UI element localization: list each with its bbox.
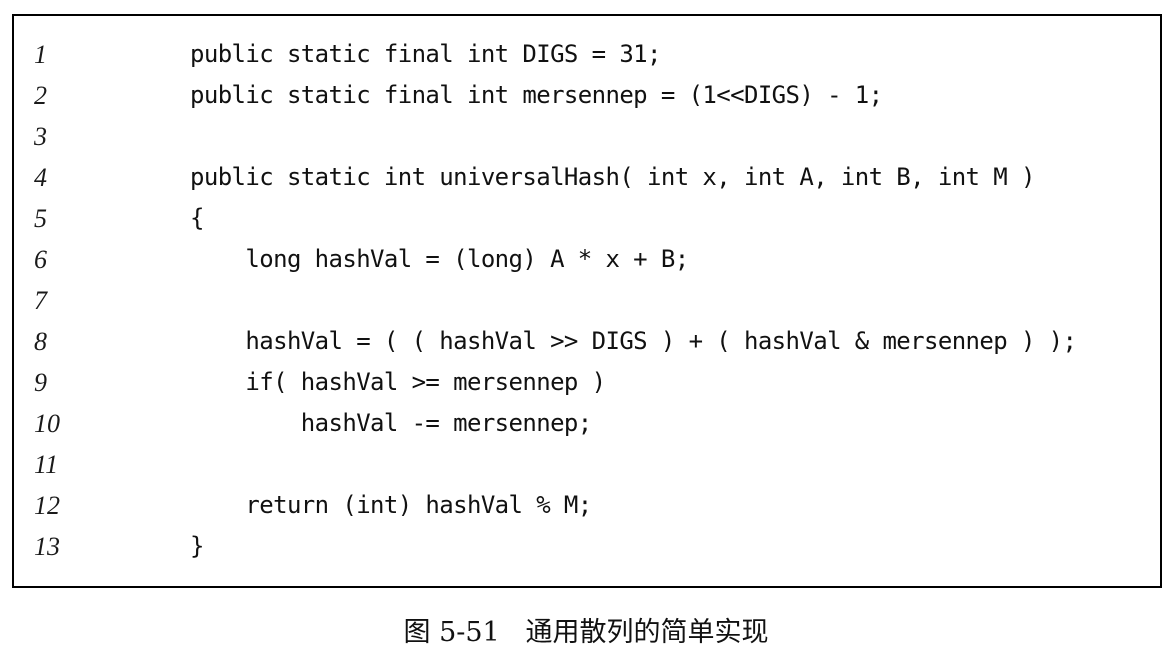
line-number: 12	[34, 491, 60, 520]
code-text: public static int universalHash( int x, …	[190, 163, 1035, 191]
code-line: 7	[14, 280, 1160, 321]
code-line: 8 hashVal = ( ( hashVal >> DIGS ) + ( ha…	[14, 321, 1160, 362]
code-line: 11	[14, 444, 1160, 485]
line-number: 11	[34, 450, 59, 479]
code-text: {	[190, 204, 204, 232]
code-line: 1 public static final int DIGS = 31;	[14, 34, 1160, 75]
line-number: 7	[34, 286, 47, 315]
code-text: return (int) hashVal % M;	[190, 491, 592, 519]
code-line: 5 {	[14, 198, 1160, 239]
code-listing: 1 public static final int DIGS = 31; 2 p…	[12, 14, 1162, 588]
line-number: 10	[34, 409, 60, 438]
code-text: }	[190, 532, 204, 560]
code-text: public static final int mersennep = (1<<…	[190, 81, 883, 109]
code-line: 3	[14, 116, 1160, 157]
code-text: long hashVal = (long) A * x + B;	[190, 245, 689, 273]
code-line: 2 public static final int mersennep = (1…	[14, 75, 1160, 116]
line-number: 2	[34, 81, 47, 110]
line-number: 13	[34, 532, 60, 561]
figure-caption: 图 5-51 通用散列的简单实现	[403, 617, 769, 648]
code-text: hashVal -= mersennep;	[190, 409, 592, 437]
code-line: 9 if( hashVal >= mersennep )	[14, 362, 1160, 403]
code-line: 12 return (int) hashVal % M;	[14, 485, 1160, 526]
line-number: 8	[34, 327, 47, 356]
code-line: 6 long hashVal = (long) A * x + B;	[14, 239, 1160, 280]
code-line: 10 hashVal -= mersennep;	[14, 403, 1160, 444]
line-number: 1	[34, 40, 47, 69]
code-line: 4 public static int universalHash( int x…	[14, 157, 1160, 198]
line-number: 9	[34, 368, 47, 397]
code-text: public static final int DIGS = 31;	[190, 40, 661, 68]
code-line: 13 }	[14, 526, 1160, 567]
line-number: 6	[34, 245, 47, 274]
code-text: hashVal = ( ( hashVal >> DIGS ) + ( hash…	[190, 327, 1077, 355]
code-text: if( hashVal >= mersennep )	[190, 368, 606, 396]
line-number: 5	[34, 204, 47, 233]
line-number: 3	[34, 122, 47, 151]
line-number: 4	[34, 163, 47, 192]
